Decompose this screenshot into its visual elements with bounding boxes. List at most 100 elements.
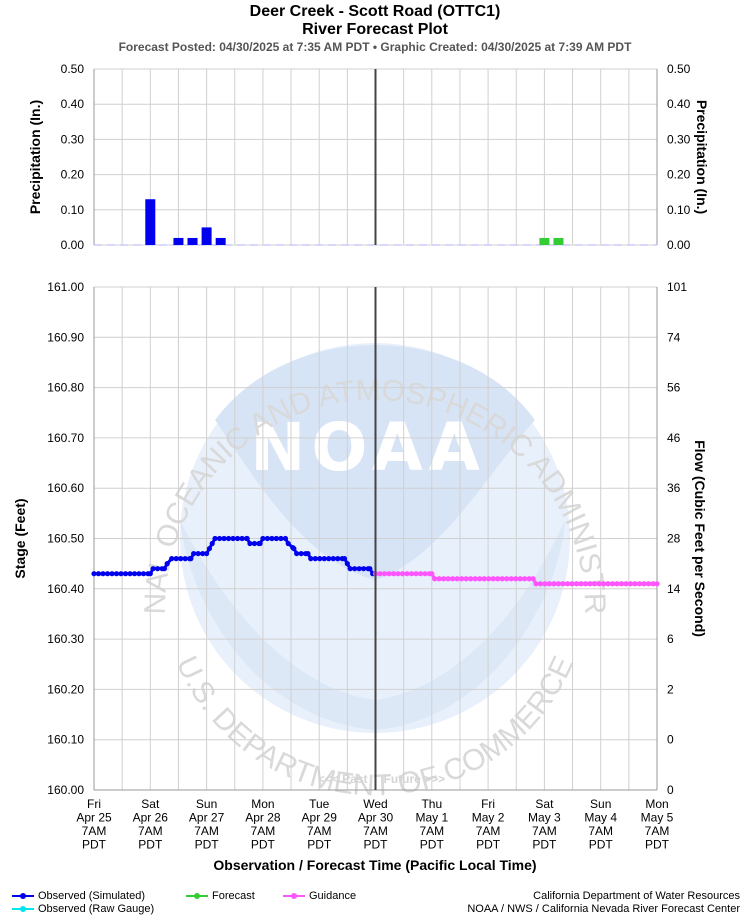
series-marker: [239, 535, 245, 542]
precip-bar-observed: [173, 237, 184, 245]
legend-label-forecast: Forecast: [212, 890, 255, 902]
flow-tick-label: 14: [667, 582, 681, 596]
x-tick-label: PDT: [532, 838, 557, 852]
series-marker: [573, 581, 580, 587]
x-tick-label: Apr 25: [76, 811, 112, 825]
series-marker: [361, 566, 367, 572]
series-marker: [454, 576, 460, 582]
legend-forecast: Forecast: [186, 890, 255, 902]
precip-tick-label-left: 0.20: [61, 168, 85, 182]
series-marker: [264, 535, 271, 542]
precip-ylabel-left: Precipitation (In.): [27, 100, 43, 214]
series-marker: [164, 561, 170, 567]
x-tick-label: Apr 26: [133, 811, 169, 825]
flow-tick-label: 74: [667, 330, 681, 344]
flow-tick-label: 0: [667, 783, 674, 797]
series-marker: [578, 581, 584, 587]
series-marker: [91, 571, 97, 577]
x-axis-label: Observation / Forecast Time (Pacific Loc…: [213, 857, 536, 873]
series-marker: [417, 571, 424, 577]
series-marker: [188, 556, 194, 562]
stage-tick-label: 160.20: [47, 682, 84, 696]
series-marker: [486, 576, 492, 582]
series-marker: [247, 540, 253, 547]
precipitation-panel: 0.50 0.50 0.40 0.40 0.30 0.30 0.20 0.20 0.10 0.10…: [27, 62, 710, 252]
series-marker: [504, 576, 510, 582]
flow-ylabel: Flow (Cubic Feet per Second): [692, 440, 708, 637]
series-marker: [317, 556, 323, 562]
series-marker: [257, 540, 263, 547]
x-tick-label: Mon: [251, 797, 274, 811]
precip-tick-label-right: 0.40: [667, 97, 691, 111]
series-marker: [260, 535, 266, 542]
series-marker: [560, 581, 566, 587]
series-marker: [632, 581, 638, 587]
stage-panel: 161.00 101 160.90 74 160.80 56 160.70 46 160.60 3…: [12, 280, 708, 852]
precip-tick-label-left: 0.00: [61, 238, 85, 252]
x-tick-label: Sat: [141, 797, 160, 811]
series-marker: [513, 576, 519, 582]
series-marker: [481, 576, 487, 582]
series-marker: [587, 581, 593, 587]
series-marker: [326, 556, 332, 562]
series-marker: [209, 540, 215, 547]
stage-tick-label: 160.90: [47, 330, 84, 344]
future-label: Future >>>: [384, 772, 446, 786]
series-marker: [436, 576, 442, 582]
series-marker: [285, 540, 291, 547]
series-marker: [542, 581, 548, 587]
flow-tick-label: 28: [667, 532, 681, 546]
series-marker: [104, 571, 111, 577]
series-marker: [499, 576, 505, 582]
series-marker: [582, 581, 589, 587]
series-marker: [386, 571, 392, 577]
flow-tick-label: 6: [667, 632, 674, 646]
series-marker: [441, 576, 447, 582]
x-tick-label: PDT: [195, 838, 220, 852]
series-marker: [206, 545, 213, 552]
x-tick-label: PDT: [476, 838, 501, 852]
series-marker: [305, 550, 311, 557]
series-marker: [551, 581, 557, 587]
series-marker: [216, 535, 223, 542]
series-marker: [522, 576, 528, 582]
precip-tick-label-right: 0.30: [667, 132, 691, 146]
series-marker: [136, 571, 142, 577]
x-tick-label: 7AM: [645, 824, 670, 838]
x-tick-label: PDT: [138, 838, 163, 852]
x-tick-label: Sun: [196, 797, 217, 811]
series-marker: [100, 571, 106, 577]
past-label: <<< Past: [318, 772, 368, 786]
x-tick-label: May 4: [584, 811, 617, 825]
series-marker: [596, 581, 602, 587]
flow-tick-label: 101: [667, 280, 687, 294]
series-marker: [251, 540, 258, 547]
series-marker: [600, 581, 607, 587]
series-marker: [526, 576, 532, 582]
precip-bar-observed: [145, 199, 156, 245]
noaa-logo-text: NOAA: [250, 409, 486, 486]
series-marker: [429, 571, 435, 577]
precip-tick-label-left: 0.30: [61, 132, 85, 146]
precip-tick-label-right: 0.00: [667, 238, 691, 252]
series-marker: [605, 581, 611, 587]
stage-tick-label: 160.60: [47, 481, 84, 495]
series-marker: [127, 571, 133, 577]
precip-bar-observed: [187, 237, 198, 245]
x-tick-label: Apr 28: [245, 811, 281, 825]
series-marker: [472, 576, 478, 582]
x-tick-label: PDT: [589, 838, 614, 852]
series-marker: [312, 556, 318, 562]
series-marker: [282, 535, 289, 542]
x-tick-label: PDT: [82, 838, 107, 852]
series-marker: [537, 581, 544, 587]
chart-subtitle: River Forecast Plot: [302, 21, 448, 38]
series-marker: [294, 550, 300, 557]
series-marker: [113, 571, 120, 577]
x-tick-label: Sun: [590, 797, 611, 811]
series-marker: [221, 535, 227, 542]
legend-swatch-observed-simulated: [12, 891, 34, 901]
stage-tick-label: 160.50: [47, 532, 84, 546]
stage-tick-label: 160.80: [47, 381, 84, 395]
precip-tick-label-left: 0.40: [61, 97, 85, 111]
